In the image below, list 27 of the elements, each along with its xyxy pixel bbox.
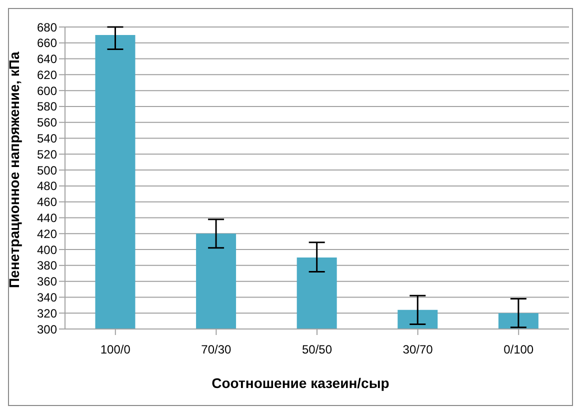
y-tick-label: 520 (36, 147, 58, 162)
y-tick-label: 480 (36, 179, 58, 194)
y-tick-label: 660 (36, 36, 58, 50)
y-tick-label: 320 (36, 306, 58, 320)
y-tick-label: 420 (36, 226, 58, 241)
y-tick-label: 640 (36, 52, 58, 66)
y-tick-label: 680 (36, 20, 58, 34)
y-tick-label: 580 (36, 100, 58, 114)
y-tick-label: 340 (36, 290, 58, 304)
x-axis-title: Соотношение казеин/сыр (210, 375, 390, 391)
y-tick-label: 380 (36, 258, 58, 273)
y-tick-label: 620 (36, 68, 58, 82)
y-tick-label: 500 (36, 163, 58, 178)
x-tick-label: 30/70 (402, 342, 434, 357)
x-tick-label: 50/50 (302, 342, 332, 357)
x-tick-label: 0/100 (504, 342, 534, 357)
x-tick-label: 70/30 (201, 342, 232, 357)
x-tick-label: 100/0 (100, 342, 131, 357)
y-tick-label: 360 (36, 274, 58, 289)
y-tick-label: 440 (36, 210, 58, 225)
y-tick-label: 300 (36, 322, 58, 336)
y-tick-label: 460 (36, 195, 58, 210)
y-tick-label: 540 (36, 132, 58, 146)
y-tick-label: 560 (36, 116, 58, 130)
y-tick-label: 400 (36, 242, 58, 257)
y-axis-title: Пенетрационное напряжение, кПа (6, 52, 22, 288)
y-tick-label: 600 (36, 84, 58, 98)
